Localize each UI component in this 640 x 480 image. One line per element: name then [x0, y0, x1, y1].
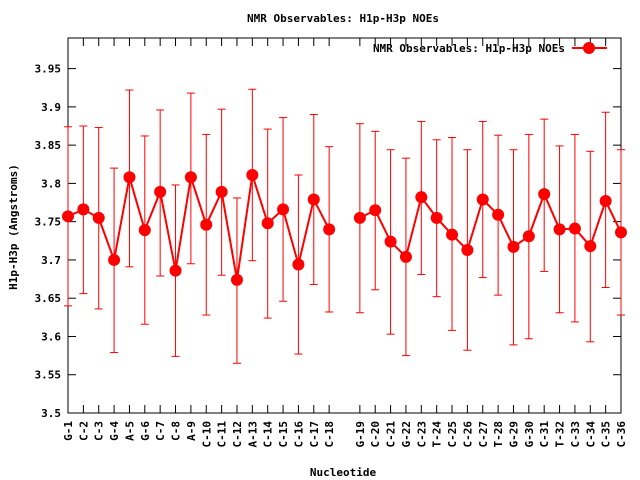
data-point — [277, 203, 290, 216]
x-tick-label: A-13 — [246, 421, 259, 448]
data-point — [369, 204, 382, 217]
x-tick-label: C-23 — [415, 421, 428, 448]
x-tick-label: C-31 — [538, 421, 551, 448]
data-point — [215, 185, 228, 198]
data-point — [169, 264, 182, 277]
legend-marker — [583, 42, 595, 54]
x-tick-label: C-7 — [154, 421, 167, 441]
x-tick-label: C-36 — [615, 421, 628, 448]
x-tick-label: T-32 — [554, 421, 567, 448]
x-tick-label: C-20 — [369, 421, 382, 448]
x-axis-label: Nucleotide — [310, 466, 377, 479]
y-tick-label: 3.6 — [41, 330, 61, 343]
x-tick-label: C-21 — [385, 421, 398, 448]
x-tick-label: C-15 — [277, 421, 290, 448]
data-point — [492, 208, 505, 221]
y-tick-label: 3.55 — [35, 369, 62, 382]
data-point — [77, 203, 90, 216]
y-tick-label: 3.8 — [41, 177, 61, 190]
x-tick-label: C-11 — [216, 421, 229, 448]
data-point — [430, 211, 443, 224]
y-tick-label: 3.95 — [35, 63, 62, 76]
chart-title: NMR Observables: H1p-H3p NOEs — [247, 12, 439, 25]
x-tick-label: G-1 — [62, 421, 75, 441]
series-line — [359, 191, 622, 259]
x-tick-label: C-3 — [93, 421, 106, 441]
data-point — [200, 218, 213, 231]
y-tick-label: 3.85 — [35, 139, 62, 152]
data-point — [384, 235, 397, 248]
data-point — [108, 253, 121, 266]
series-line — [67, 174, 331, 281]
legend-label: NMR Observables: H1p-H3p NOEs — [373, 42, 565, 55]
x-tick-label: C-27 — [477, 421, 490, 448]
legend: NMR Observables: H1p-H3p NOEs — [373, 42, 607, 55]
data-point — [476, 193, 489, 206]
y-tick-label: 3.65 — [35, 292, 62, 305]
data-point — [246, 168, 259, 181]
series-points — [62, 168, 627, 286]
x-tick-label: C-12 — [231, 421, 244, 448]
data-point — [461, 243, 474, 256]
data-point — [230, 273, 243, 286]
data-point — [522, 230, 535, 243]
x-tick-label: A-5 — [123, 421, 136, 441]
x-tick-label: A-9 — [185, 421, 198, 441]
x-tick-label: C-18 — [323, 421, 336, 448]
data-point — [599, 195, 612, 208]
x-tick-label: C-25 — [446, 421, 459, 448]
data-point — [154, 185, 167, 198]
data-point — [261, 217, 274, 230]
plot-border — [67, 37, 622, 414]
x-tick-label: C-17 — [308, 421, 321, 448]
data-point — [553, 223, 566, 236]
x-tick-label: T-24 — [431, 421, 444, 448]
data-point — [446, 228, 459, 241]
data-point — [615, 226, 627, 239]
data-point — [507, 240, 520, 253]
y-tick-label: 3.5 — [41, 407, 61, 420]
x-tick-label: G-4 — [108, 421, 121, 441]
data-point — [415, 191, 428, 204]
x-tick-label: G-19 — [354, 421, 367, 448]
data-point — [92, 211, 105, 224]
y-tick-label: 3.7 — [41, 254, 61, 267]
x-tick-label: C-34 — [584, 421, 597, 448]
data-point — [138, 224, 151, 237]
y-axis-label: H1p-H3p (Angstroms) — [7, 164, 20, 290]
data-point — [323, 223, 336, 236]
series-lines — [67, 174, 622, 281]
y-tick-label: 3.75 — [35, 216, 62, 229]
x-tick-label: C-2 — [77, 421, 90, 441]
x-tick-label: G-29 — [507, 421, 520, 448]
plot-area — [67, 37, 622, 414]
x-tick-label: G-6 — [139, 421, 152, 441]
data-point — [353, 211, 366, 224]
x-tick-label: C-26 — [461, 421, 474, 448]
data-point — [568, 222, 581, 235]
data-point — [123, 171, 136, 184]
x-tick-label: T-28 — [492, 421, 505, 448]
data-point — [584, 240, 597, 253]
data-point — [62, 210, 74, 223]
y-axis: 3.5 3.55 3.6 3.65 3.7 3.75 3.8 3.85 3.9 3.95 — [35, 63, 621, 420]
x-tick-label: C-10 — [200, 421, 213, 448]
x-tick-label: G-22 — [400, 421, 413, 448]
x-tick-label: G-30 — [523, 421, 536, 448]
data-point — [538, 188, 551, 201]
data-point — [292, 258, 305, 271]
data-point — [399, 250, 412, 263]
y-tick-label: 3.9 — [41, 101, 61, 114]
x-tick-label: C-33 — [569, 421, 582, 448]
x-tick-label: C-16 — [292, 421, 305, 448]
data-point — [184, 171, 197, 184]
x-axis: G-1 C-2 C-3 G-4 A-5 G-6 C-7 C-8 A-9 C-10 C-11 C-12 A… — [62, 38, 628, 448]
x-tick-label: C-14 — [262, 421, 275, 448]
data-point — [307, 193, 320, 206]
x-tick-label: C-8 — [170, 421, 183, 441]
x-tick-label: C-35 — [600, 421, 613, 448]
